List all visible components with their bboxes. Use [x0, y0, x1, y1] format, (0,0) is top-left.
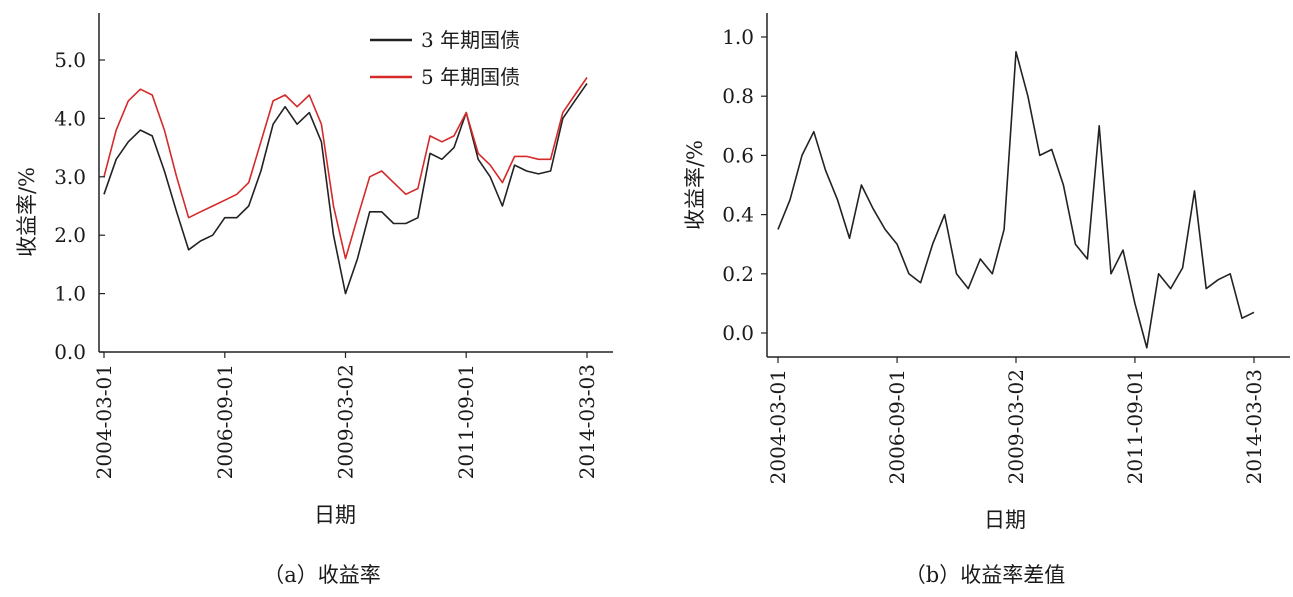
y-axis-title: 收益率/% [15, 167, 39, 257]
x-tick-label: 2014-03-03 [1242, 369, 1266, 484]
series-group [777, 50, 1255, 349]
y-tick-label: 3.0 [54, 165, 86, 189]
y-tick-label: 4.0 [54, 106, 86, 130]
chart-panel-a: 0.01.02.03.04.05.0 2004-03-01 2006-09-01 2… [15, 13, 613, 587]
y-tick-label: 2.0 [54, 223, 86, 247]
x-tick-label: 2011-09-01 [454, 364, 478, 479]
series-group [103, 77, 588, 295]
y-tick-label: 1.0 [722, 25, 754, 49]
y-tick-label: 0.6 [722, 143, 754, 167]
caption-b: （b）收益率差值 [905, 563, 1065, 587]
x-axis-title: 日期 [984, 508, 1026, 532]
caption-a: （a）收益率 [263, 563, 381, 587]
y-tick-label: 0.4 [722, 203, 754, 227]
legend-label-3y: 3 年期国债 [421, 28, 520, 52]
x-tick-label: 2009-03-02 [1004, 369, 1028, 484]
y-tick-label: 0.2 [722, 262, 754, 286]
legend: 3 年期国债 5 年期国债 [370, 28, 520, 89]
y-tick-label: 5.0 [54, 48, 86, 72]
y-tick-label: 0.0 [722, 321, 754, 345]
x-tick-label: 2006-09-01 [885, 369, 909, 484]
y-tick-label: 0.8 [722, 84, 754, 108]
x-tick-label: 2011-09-01 [1123, 369, 1147, 484]
x-tick-label: 2009-03-02 [334, 364, 358, 479]
series-line [103, 82, 588, 295]
legend-label-5y: 5 年期国债 [421, 65, 520, 89]
series-line [777, 50, 1255, 349]
y-tick-label: 1.0 [54, 282, 86, 306]
x-axis-title: 日期 [314, 503, 356, 527]
x-tick-label: 2006-09-01 [213, 364, 237, 479]
x-tick-label: 2014-03-03 [575, 364, 599, 479]
y-ticks: 0.0 1.0 2.0 3.0 4.0 5.0 [54, 48, 105, 364]
x-ticks: 2004-03-01 2006-09-01 2009-03-02 2011-09-01… [92, 352, 599, 479]
x-ticks: 2004-03-01 2006-09-01 2009-03-02 2011-09-01… [766, 357, 1266, 484]
x-tick-label: 2004-03-01 [92, 364, 116, 479]
y-axis-title: 收益率/% [683, 140, 707, 230]
y-tick-label: 0.0 [54, 340, 86, 364]
y-ticks: 0.0 0.2 0.4 0.6 0.8 1.0 [722, 25, 767, 345]
x-tick-label: 2004-03-01 [766, 369, 790, 484]
series-line [103, 77, 588, 260]
chart-panel-b: 0.00.20.40.60.81.0 2004-03-01 2006-09-01 2… [683, 13, 1290, 587]
